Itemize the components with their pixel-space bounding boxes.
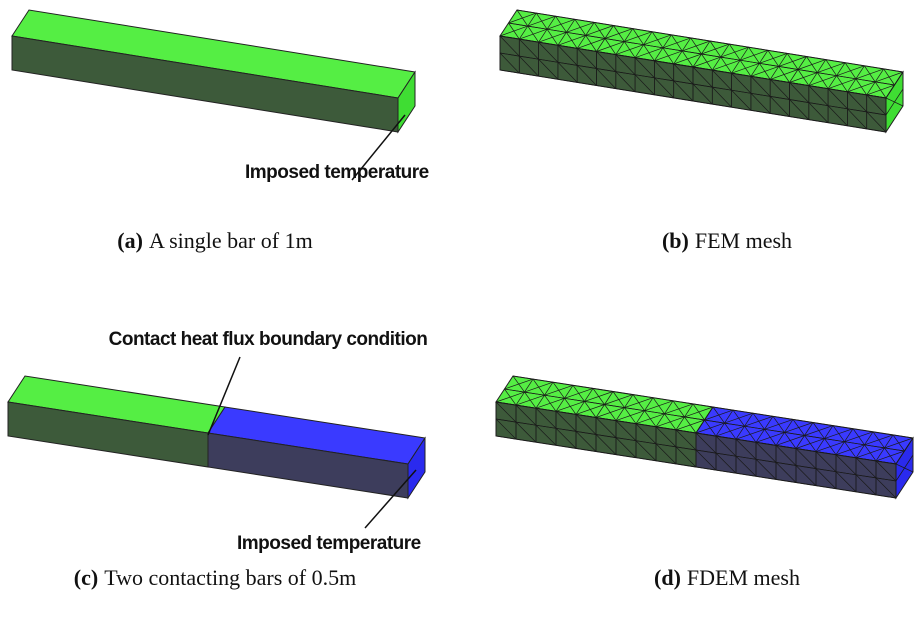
annotation: Contact heat flux boundary condition — [109, 329, 428, 350]
caption-text: A single bar of 1m — [149, 228, 313, 253]
figure: Imposed temperature (a)A single bar of 1… — [0, 0, 917, 622]
caption: (a)A single bar of 1m — [117, 228, 312, 253]
caption-text: FDEM mesh — [687, 565, 800, 590]
caption: (b)FEM mesh — [662, 228, 792, 253]
caption: (c)Two contacting bars of 0.5m — [74, 565, 356, 590]
bars — [8, 10, 913, 498]
caption-label: (a) — [117, 228, 143, 253]
caption-label: (d) — [654, 565, 681, 590]
caption: (d)FDEM mesh — [654, 565, 800, 590]
annotation: Imposed temperature — [237, 533, 421, 554]
caption-label: (b) — [662, 228, 689, 253]
annotation: Imposed temperature — [245, 162, 429, 183]
caption-label: (c) — [74, 565, 98, 590]
caption-text: Two contacting bars of 0.5m — [104, 565, 356, 590]
caption-text: FEM mesh — [695, 228, 792, 253]
